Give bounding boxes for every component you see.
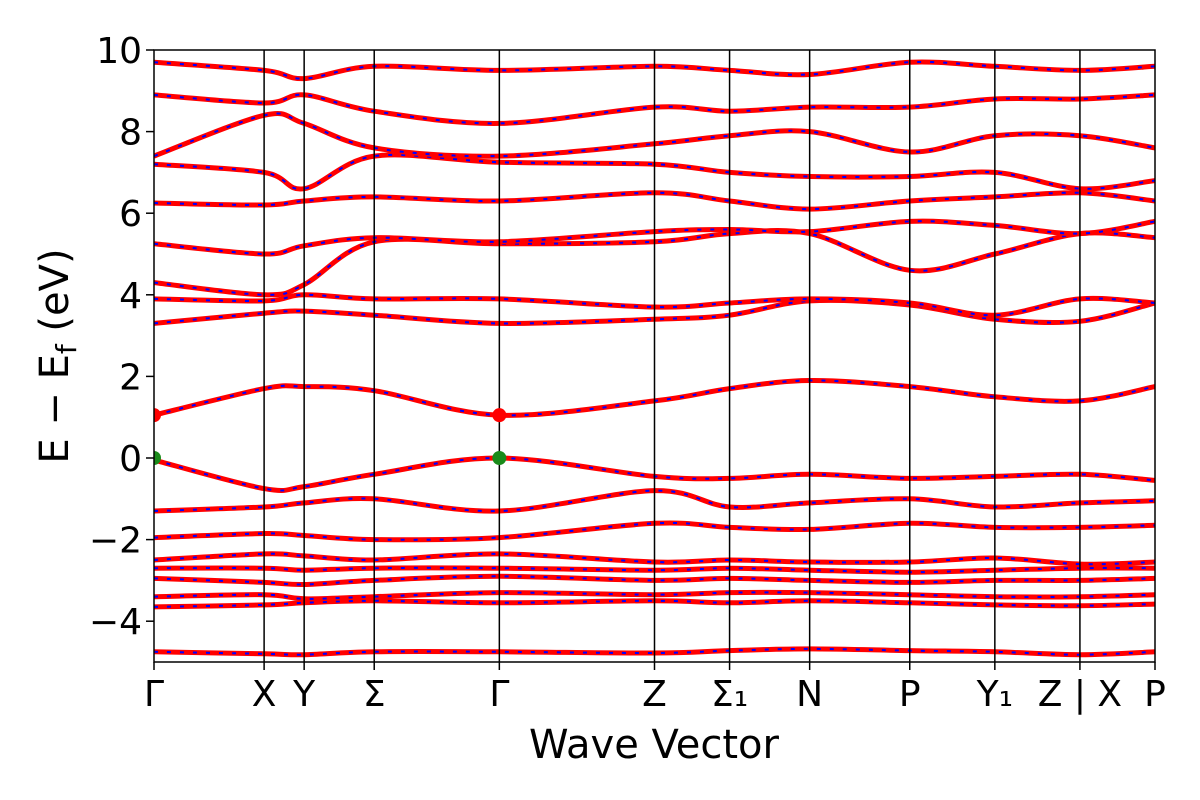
x-tick-label-2: Y <box>292 674 316 715</box>
y-tick-label-5: 0 <box>119 439 142 480</box>
band-overlay-15 <box>154 153 1155 190</box>
plot-area <box>153 49 1156 663</box>
x-tick-label-4: Γ <box>489 674 509 715</box>
x-axis-label: Wave Vector <box>529 722 780 768</box>
band-overlay-9 <box>154 379 1155 417</box>
kpoint-lines-layer <box>263 50 1081 662</box>
y-axis: 10 8 6 4 2 0 −2 −4 <box>89 31 154 643</box>
band-edge-marker-2 <box>154 451 161 465</box>
x-tick-label-1: X <box>252 674 277 715</box>
y-tick-label-7: −4 <box>89 602 142 643</box>
x-tick-label-9: Y₁ <box>976 674 1013 715</box>
y-axis-label-unit: (eV) <box>32 248 78 344</box>
x-tick-label-7: N <box>796 674 823 715</box>
y-tick-label-2: 6 <box>119 194 142 235</box>
markers-layer <box>154 408 507 465</box>
y-tick-label-4: 2 <box>119 357 142 398</box>
x-tick-label-11: P <box>1144 674 1166 715</box>
x-tick-label-0: Γ <box>144 674 164 715</box>
band-edge-marker-3 <box>492 451 507 465</box>
x-tick-label-6: Σ₁ <box>711 674 748 715</box>
y-tick-label-6: −2 <box>89 521 142 562</box>
y-tick-label-0: 10 <box>96 31 142 72</box>
x-tick-label-5: Z <box>642 674 667 715</box>
y-axis-label: E − Ef (eV) <box>32 248 83 463</box>
x-tick-label-10: Z | X <box>1038 674 1122 715</box>
x-tick-label-8: P <box>899 674 921 715</box>
y-axis-label-sub: f <box>50 343 83 354</box>
x-tick-label-3: Σ <box>363 674 386 715</box>
x-axis: Γ X Y Σ Γ Z Σ₁ N P Y₁ Z | X P <box>144 662 1166 715</box>
y-axis-label-main: E − E <box>32 354 78 464</box>
band-edge-marker-1 <box>492 408 507 423</box>
y-tick-label-3: 4 <box>119 276 142 317</box>
y-tick-label-1: 8 <box>119 113 142 154</box>
band-edge-marker-0 <box>154 408 161 423</box>
